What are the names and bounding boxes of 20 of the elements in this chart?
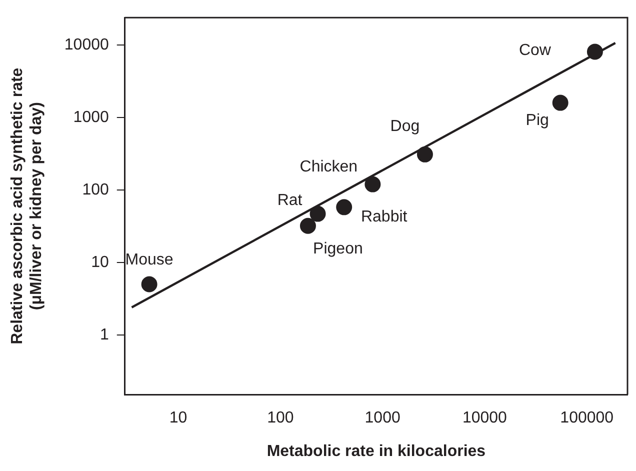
y-tick-label: 1000: [73, 108, 109, 126]
annotation: Rat: [277, 192, 303, 210]
x-axis-title: Metabolic rate in kilocalories: [266, 442, 486, 460]
y-tick-label: 10000: [64, 36, 109, 54]
x-tick-label: 100000: [560, 410, 614, 427]
y-axis-title: Relative ascorbic acid synthetic rate (μM/liver or kidney per day): [9, 68, 46, 344]
x-tick-label: 10: [169, 410, 188, 427]
x-tick-label: 100: [267, 410, 294, 427]
y-tick-label: 100: [82, 181, 109, 198]
annotation: Chicken: [300, 158, 358, 176]
annotation: Pig: [526, 112, 549, 130]
y-tick-label: 1: [100, 326, 109, 344]
annotation: Cow: [518, 42, 552, 60]
annotation: Mouse: [125, 252, 174, 269]
y-tick-label: 10: [91, 254, 109, 271]
x-tick-label: 1000: [364, 410, 400, 427]
annotation: Rabbit: [360, 208, 408, 226]
x-tick-label: 10000: [462, 410, 508, 427]
annotation: Dog: [390, 118, 420, 135]
annotation: Pigeon: [313, 240, 363, 258]
